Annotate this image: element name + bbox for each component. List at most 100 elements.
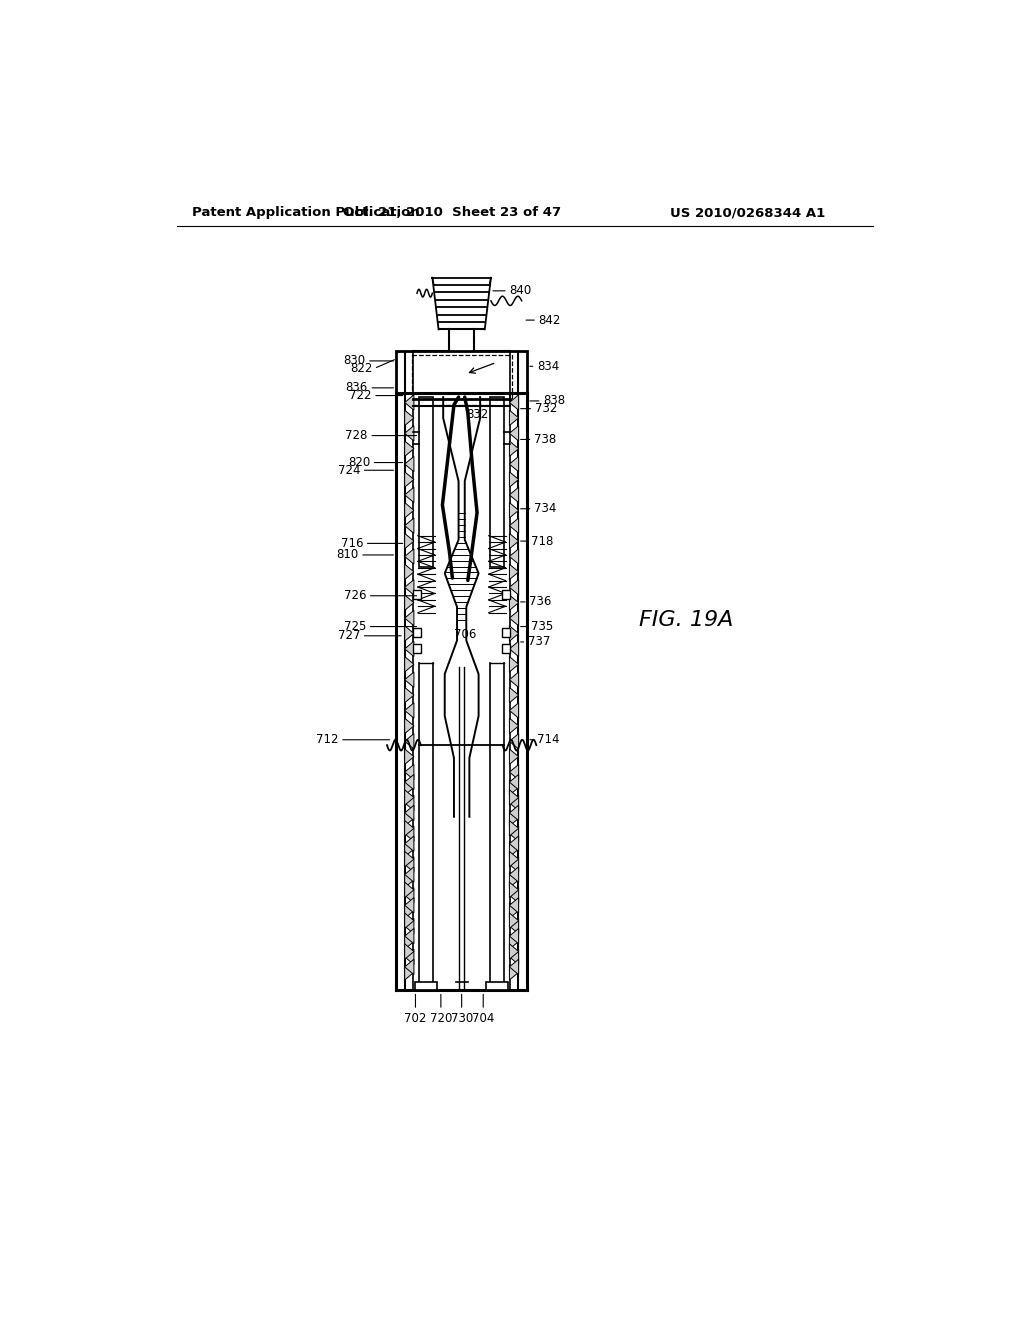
Text: Oct. 21, 2010  Sheet 23 of 47: Oct. 21, 2010 Sheet 23 of 47 <box>343 206 561 219</box>
Polygon shape <box>509 775 518 789</box>
Polygon shape <box>509 718 518 734</box>
Polygon shape <box>509 944 518 960</box>
Bar <box>486 982 508 990</box>
Text: 734: 734 <box>535 502 556 515</box>
Polygon shape <box>404 595 414 610</box>
Text: Patent Application Publication: Patent Application Publication <box>193 206 420 219</box>
Polygon shape <box>404 425 414 441</box>
Polygon shape <box>404 851 414 867</box>
Bar <box>503 644 510 653</box>
Bar <box>413 590 421 599</box>
Polygon shape <box>509 933 518 949</box>
Polygon shape <box>404 944 414 960</box>
Text: 738: 738 <box>535 433 556 446</box>
Polygon shape <box>509 851 518 867</box>
Polygon shape <box>404 702 414 718</box>
Bar <box>490 397 504 566</box>
Polygon shape <box>404 789 414 805</box>
Text: 714: 714 <box>538 733 560 746</box>
Polygon shape <box>404 656 414 672</box>
Text: 718: 718 <box>531 535 553 548</box>
Polygon shape <box>509 810 518 826</box>
Polygon shape <box>404 626 414 642</box>
Polygon shape <box>404 517 414 533</box>
Text: 704: 704 <box>472 1011 495 1024</box>
Polygon shape <box>509 595 518 610</box>
Polygon shape <box>404 533 414 549</box>
Polygon shape <box>509 903 518 919</box>
Polygon shape <box>509 487 518 503</box>
Text: 834: 834 <box>538 360 559 372</box>
Text: 737: 737 <box>528 635 550 648</box>
Text: 724: 724 <box>338 463 360 477</box>
Polygon shape <box>404 457 414 471</box>
Polygon shape <box>404 841 414 857</box>
Polygon shape <box>509 780 518 795</box>
Text: 832: 832 <box>466 408 488 421</box>
Text: FIG. 19A: FIG. 19A <box>639 610 733 631</box>
Polygon shape <box>509 672 518 688</box>
Polygon shape <box>509 928 518 944</box>
Polygon shape <box>509 841 518 857</box>
Polygon shape <box>509 441 518 457</box>
Polygon shape <box>509 549 518 564</box>
Polygon shape <box>509 795 518 810</box>
Text: 836: 836 <box>345 381 368 395</box>
Polygon shape <box>404 928 414 944</box>
Polygon shape <box>509 425 518 441</box>
Polygon shape <box>404 882 414 898</box>
Polygon shape <box>509 395 518 411</box>
Polygon shape <box>404 471 414 487</box>
Polygon shape <box>509 610 518 626</box>
Polygon shape <box>404 748 414 764</box>
Polygon shape <box>404 688 414 702</box>
Polygon shape <box>404 441 414 457</box>
Bar <box>419 397 433 566</box>
Polygon shape <box>509 642 518 656</box>
Text: 727: 727 <box>338 630 360 643</box>
Text: 706: 706 <box>454 628 476 640</box>
Polygon shape <box>509 960 518 974</box>
Polygon shape <box>509 882 518 898</box>
Polygon shape <box>509 748 518 764</box>
Polygon shape <box>509 805 518 821</box>
Polygon shape <box>404 610 414 626</box>
Polygon shape <box>404 564 414 579</box>
Polygon shape <box>509 517 518 533</box>
Polygon shape <box>404 805 414 821</box>
Text: 712: 712 <box>316 733 339 746</box>
Polygon shape <box>404 960 414 974</box>
Polygon shape <box>404 734 414 748</box>
Text: 810: 810 <box>336 548 358 561</box>
Polygon shape <box>509 836 518 851</box>
Bar <box>503 590 510 599</box>
Bar <box>416 982 437 990</box>
Polygon shape <box>404 411 414 425</box>
Polygon shape <box>404 780 414 795</box>
Polygon shape <box>404 887 414 903</box>
Polygon shape <box>509 789 518 805</box>
Text: US 2010/0268344 A1: US 2010/0268344 A1 <box>670 206 824 219</box>
Polygon shape <box>509 533 518 549</box>
Polygon shape <box>404 867 414 882</box>
Polygon shape <box>509 919 518 933</box>
Polygon shape <box>404 821 414 836</box>
Bar <box>396 351 527 393</box>
Polygon shape <box>509 734 518 748</box>
Polygon shape <box>509 887 518 903</box>
Polygon shape <box>509 702 518 718</box>
Text: 735: 735 <box>531 620 553 634</box>
Polygon shape <box>509 656 518 672</box>
Polygon shape <box>509 471 518 487</box>
Polygon shape <box>509 579 518 595</box>
Polygon shape <box>509 821 518 836</box>
Text: 820: 820 <box>348 455 370 469</box>
Polygon shape <box>509 626 518 642</box>
Text: 720: 720 <box>430 1011 452 1024</box>
Polygon shape <box>404 642 414 656</box>
Polygon shape <box>404 965 414 979</box>
Text: 730: 730 <box>451 1011 473 1024</box>
Text: 726: 726 <box>344 589 367 602</box>
Polygon shape <box>509 857 518 873</box>
Polygon shape <box>509 411 518 425</box>
